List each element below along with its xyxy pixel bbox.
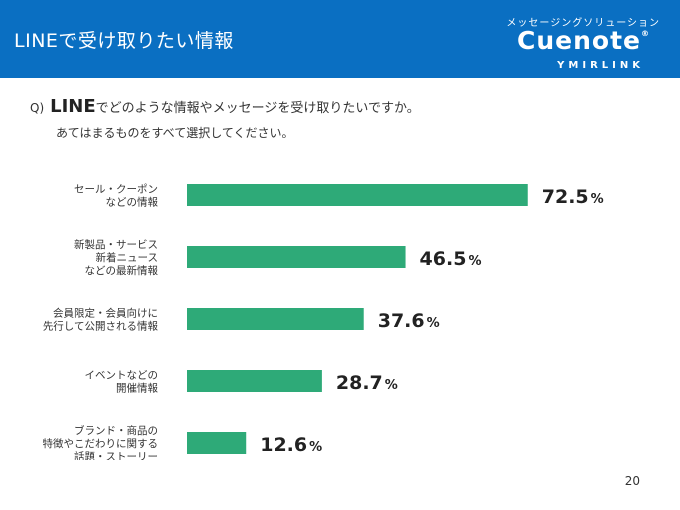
data-label: 12.6% — [260, 434, 322, 456]
category-label: 先行して公開される情報 — [43, 320, 159, 333]
category-label: イベントなどの — [85, 370, 159, 382]
bar — [187, 432, 247, 454]
data-label-unit: % — [309, 440, 322, 455]
question-line-1: でどのような情報やメッセージを受け取りたいですか。 — [95, 101, 420, 116]
data-label-value: 46.5 — [420, 248, 467, 270]
bar — [187, 308, 364, 330]
data-label-unit: % — [591, 192, 604, 207]
page-number: 20 — [624, 474, 640, 488]
bar — [187, 370, 322, 392]
data-label-value: 28.7 — [336, 372, 383, 394]
category-label: などの情報 — [106, 196, 159, 209]
question-line-2: あてはまるものをすべて選択してください。 — [56, 126, 294, 140]
category-label: 話題・ストーリー — [74, 450, 158, 460]
category-label: 特徴やこだわりに関する — [43, 437, 159, 450]
data-label-unit: % — [427, 316, 440, 331]
data-label: 37.6% — [378, 310, 440, 332]
question-prefix: Q) — [30, 101, 45, 115]
bar — [187, 246, 406, 268]
registered-mark: ® — [641, 29, 650, 38]
brand-logo: Cuenote® — [517, 26, 650, 55]
category-label: 開催情報 — [116, 382, 158, 395]
category-label: などの最新情報 — [85, 264, 159, 277]
category-label: 新着ニュース — [96, 251, 158, 264]
data-label-value: 12.6 — [260, 434, 307, 456]
question-text: Q) LINEでどのような情報やメッセージを受け取りたいですか。 — [30, 96, 420, 117]
data-label-unit: % — [385, 378, 398, 393]
brand-tagline: メッセージングソリューション — [506, 18, 660, 29]
data-label: 46.5% — [420, 248, 482, 270]
category-label: ブランド・商品の — [74, 424, 158, 437]
company-name: YMIRLINK — [557, 60, 644, 71]
category-label: セール・クーポン — [74, 184, 158, 196]
data-label-value: 72.5 — [542, 186, 589, 208]
category-label: 会員限定・会員向けに — [53, 307, 158, 320]
brand-logo-text: Cuenote — [517, 26, 641, 55]
bar — [187, 184, 528, 206]
data-label: 28.7% — [336, 372, 398, 394]
category-label: 新製品・サービス — [74, 238, 158, 251]
question-keyword: LINE — [50, 96, 96, 117]
header-bar: LINEで受け取りたい情報 メッセージングソリューション Cuenote® YM… — [0, 0, 680, 78]
data-label-unit: % — [468, 254, 481, 269]
data-label: 72.5% — [542, 186, 604, 208]
page-title: LINEで受け取りたい情報 — [14, 30, 234, 52]
data-label-value: 37.6 — [378, 310, 425, 332]
